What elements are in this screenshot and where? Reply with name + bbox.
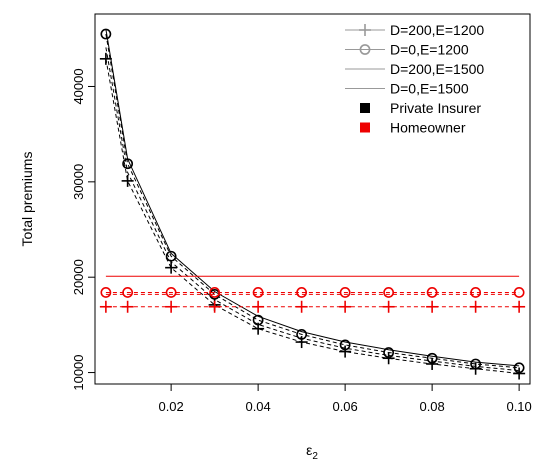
data-point (426, 287, 438, 298)
data-point (339, 339, 351, 351)
data-point (426, 352, 438, 364)
x-tick-label: 0.10 (506, 399, 531, 414)
series-line (105, 47, 520, 372)
legend-label: D=200,E=1200 (390, 22, 484, 38)
legend-label: D=0,E=1500 (390, 81, 469, 97)
x-axis-label-subscript: 2 (312, 451, 318, 462)
data-point (383, 347, 395, 358)
y-axis: 10000 20000 30000 40000 (71, 68, 95, 391)
x-tick-label: 0.06 (332, 399, 357, 414)
legend-label: Private Insurer (390, 100, 481, 116)
legend-marker (359, 44, 371, 55)
data-point (252, 314, 264, 326)
y-tick-label: 10000 (71, 354, 86, 390)
x-axis: 0.02 0.04 0.06 0.08 0.10 (158, 384, 532, 414)
legend-item: D=0,E=1200 (345, 42, 469, 58)
legend-label: Homeowner (390, 120, 466, 136)
x-axis-label: ε2 (306, 442, 318, 462)
y-tick-label: 20000 (71, 259, 86, 295)
legend-item: Private Insurer (360, 100, 481, 116)
legend-item: D=200,E=1200 (345, 22, 484, 38)
data-point (209, 287, 221, 298)
series-4 (105, 29, 520, 367)
series-3 (105, 47, 520, 372)
data-point (122, 287, 134, 298)
data-point (383, 287, 395, 298)
data-point (165, 287, 177, 298)
x-axis-label-base: ε (306, 442, 312, 458)
data-point (513, 362, 525, 374)
series-layer (99, 28, 526, 380)
series-line (105, 29, 520, 367)
data-point (470, 287, 482, 298)
data-point (513, 287, 525, 298)
data-point (296, 329, 308, 340)
legend-swatch (360, 103, 370, 113)
series-line (105, 33, 520, 369)
data-point (470, 358, 482, 370)
legend-item: D=0,E=1500 (345, 81, 469, 97)
x-tick-label: 0.02 (158, 399, 183, 414)
data-point (339, 287, 351, 298)
legend-item: Homeowner (360, 120, 466, 136)
data-point (252, 287, 264, 298)
y-tick-label: 30000 (71, 164, 86, 200)
y-axis-label: Total premiums (19, 152, 35, 247)
legend-label: D=0,E=1200 (390, 42, 469, 58)
data-point (296, 287, 308, 298)
x-tick-label: 0.08 (419, 399, 444, 414)
x-tick-label: 0.04 (245, 399, 270, 414)
y-tick-label: 40000 (71, 68, 86, 104)
legend: D=200,E=1200 D=0,E=1200 D=200,E=1500 D=0,E=… (345, 22, 484, 136)
legend-label: D=200,E=1500 (390, 61, 484, 77)
legend-item: D=200,E=1500 (345, 61, 484, 77)
legend-swatch (360, 122, 370, 133)
data-point (100, 287, 112, 298)
series-6 (100, 287, 525, 298)
series-5 (99, 300, 526, 313)
plot-frame (94, 13, 531, 385)
